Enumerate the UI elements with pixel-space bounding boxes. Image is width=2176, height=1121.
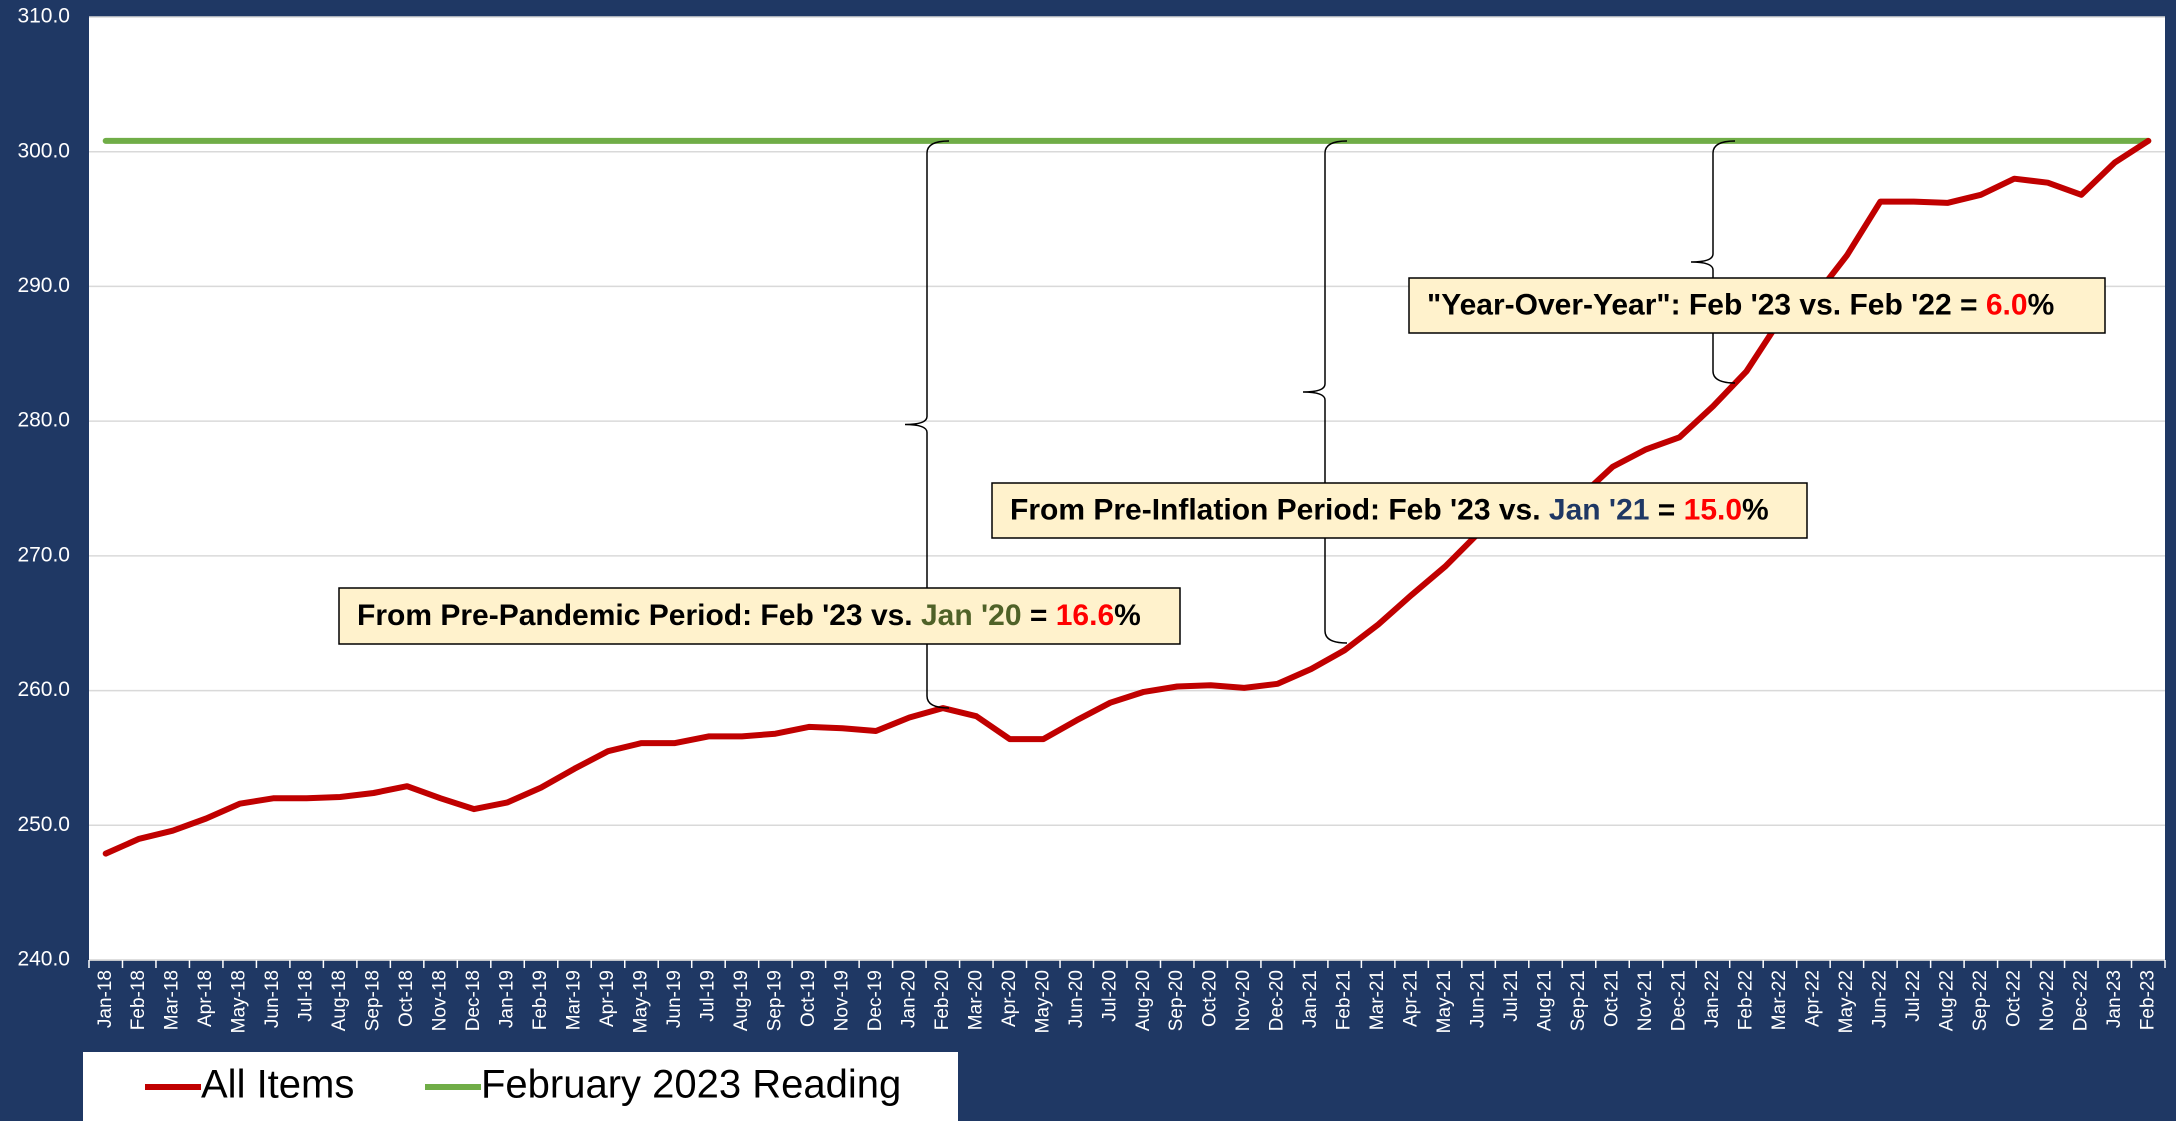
x-tick-label: Aug-21 [1535,970,1556,1031]
x-tick-label: Dec-22 [2070,970,2091,1031]
annotation-box [338,587,1181,645]
x-tick-label: Mar-21 [1367,970,1388,1030]
x-tick-label: Jan-23 [2104,970,2125,1028]
y-tick-label: 310.0 [17,5,70,28]
y-tick-label: 260.0 [17,678,70,701]
x-tick-label: Mar-19 [564,970,585,1030]
x-tick-label: Jul-22 [1903,970,1924,1022]
x-tick-label: Apr-22 [1802,970,1823,1027]
x-tick-label: Sep-19 [764,970,785,1031]
annotation-part: 15.0 [1684,493,1742,526]
x-tick-label: Jan-22 [1702,970,1723,1028]
x-tick-label: Nov-21 [1635,970,1656,1031]
x-tick-label: Apr-21 [1401,970,1422,1027]
x-tick-label: May-22 [1836,970,1857,1033]
y-tick-label: 280.0 [17,409,70,432]
x-tick-label: Nov-19 [831,970,852,1031]
annotation: From Pre-Inflation Period: Feb '23 vs. J… [1010,493,1769,526]
x-tick-label: Dec-19 [865,970,886,1031]
x-tick-label: Nov-20 [1233,970,1254,1031]
annotation-box [991,482,1808,539]
x-tick-label: Jul-19 [697,970,718,1022]
x-tick-label: Oct-20 [1200,970,1221,1027]
x-tick-label: Oct-21 [1602,970,1623,1027]
x-tick-label: Sep-21 [1568,970,1589,1031]
y-tick-label: 300.0 [17,139,70,162]
x-tick-label: Jul-21 [1501,970,1522,1022]
x-tick-label: Jun-21 [1468,970,1489,1028]
brace [1690,140,1736,384]
x-tick-label: Dec-18 [463,970,484,1031]
x-tick-label: Oct-18 [396,970,417,1027]
annotation-part: = [1649,493,1683,526]
x-tick-label: Sep-20 [1166,970,1187,1031]
x-tick-label: Jan-20 [898,970,919,1028]
annotation-part: = [1022,599,1056,632]
x-tick-label: Mar-20 [965,970,986,1030]
legend-box [83,1052,958,1121]
x-tick-label: Feb-22 [1735,970,1756,1030]
legend-label: February 2023 Reading [481,1063,901,1107]
annotation: "Year-Over-Year": Feb '23 vs. Feb '22 = … [1427,288,2054,321]
x-tick-label: Jan-18 [95,970,116,1028]
y-tick-label: 240.0 [17,948,70,971]
x-tick-label: Apr-18 [195,970,216,1027]
x-tick-label: Jul-20 [1099,970,1120,1022]
annotation-part: % [1742,493,1769,526]
x-tick-label: Oct-22 [2003,970,2024,1027]
annotation-box [1408,277,2106,334]
y-tick-label: 250.0 [17,813,70,836]
y-tick-label: 270.0 [17,543,70,566]
x-tick-label: Aug-18 [329,970,350,1031]
x-tick-label: Nov-18 [430,970,451,1031]
y-tick-label: 290.0 [17,274,70,297]
x-tick-label: Dec-21 [1668,970,1689,1031]
annotation-part: From Pre-Inflation Period: Feb '23 vs. [1010,493,1549,526]
annotation-part: % [2028,288,2055,321]
x-tick-label: Dec-20 [1267,970,1288,1031]
annotation-part: "Year-Over-Year": Feb '23 vs. Feb '22 = [1427,288,1986,321]
annotation-part: Jan '20 [921,599,1022,632]
x-tick-label: Aug-22 [1936,970,1957,1031]
x-tick-label: Jul-18 [296,970,317,1022]
x-tick-label: Feb-18 [128,970,149,1030]
x-tick-label: Apr-20 [999,970,1020,1027]
x-tick-label: Aug-20 [1133,970,1154,1031]
x-tick-label: Sep-18 [363,970,384,1031]
annotation-part: 6.0 [1986,288,2028,321]
x-tick-label: May-19 [630,970,651,1033]
x-tick-label: Feb-19 [530,970,551,1030]
annotation-part: Jan '21 [1549,493,1650,526]
x-tick-label: Feb-21 [1334,970,1355,1030]
x-tick-label: Feb-20 [932,970,953,1030]
x-tick-label: Nov-22 [2037,970,2058,1031]
x-tick-label: Jun-19 [664,970,685,1028]
x-tick-label: Jan-21 [1300,970,1321,1028]
annotation: From Pre-Pandemic Period: Feb '23 vs. Ja… [357,599,1141,632]
annotation-part: % [1114,599,1141,632]
annotation-part: From Pre-Pandemic Period: Feb '23 vs. [357,599,921,632]
x-tick-label: May-21 [1434,970,1455,1033]
x-tick-label: May-18 [229,970,250,1033]
x-tick-label: Aug-19 [731,970,752,1031]
x-tick-label: Mar-18 [162,970,183,1030]
x-tick-label: May-20 [1032,970,1053,1033]
x-tick-label: Jan-19 [497,970,518,1028]
x-tick-label: Oct-19 [798,970,819,1027]
x-tick-label: Apr-19 [597,970,618,1027]
x-tick-label: Jun-18 [262,970,283,1028]
x-tick-label: Sep-22 [1970,970,1991,1031]
x-tick-label: Feb-23 [2137,970,2158,1030]
legend-label: All Items [201,1063,354,1107]
brace [1302,140,1348,644]
annotation-part: 16.6 [1056,599,1114,632]
x-tick-label: Jun-22 [1869,970,1890,1028]
x-tick-label: Mar-22 [1769,970,1790,1030]
x-tick-label: Jun-20 [1066,970,1087,1028]
brace [904,140,950,709]
